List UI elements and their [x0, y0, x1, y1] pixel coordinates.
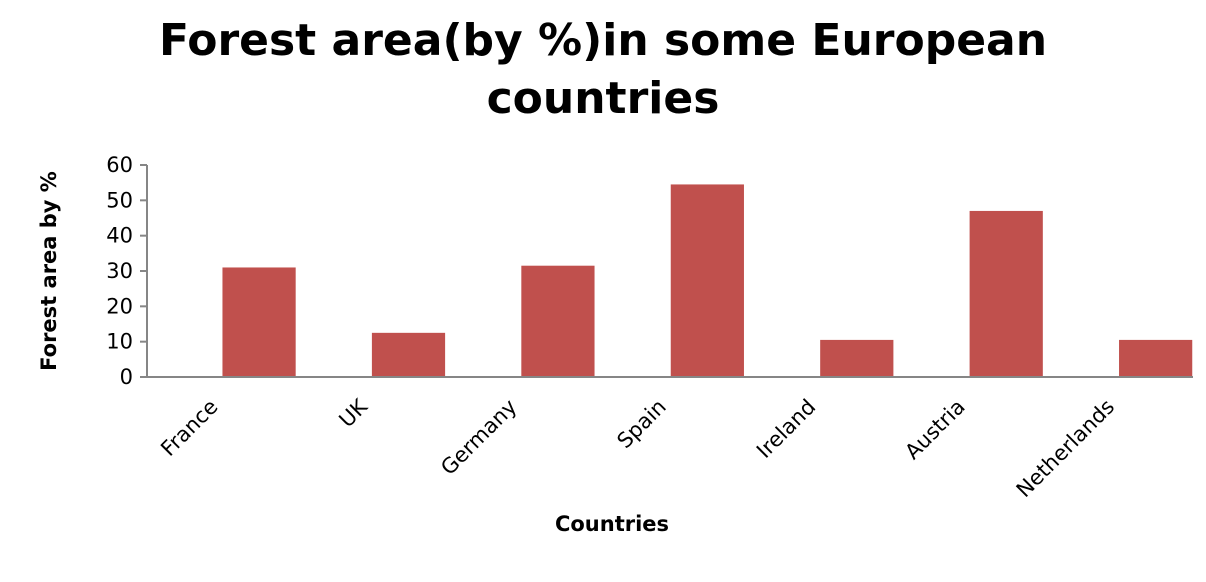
y-axis-title: Forest area by %	[37, 171, 61, 371]
x-category-label: Spain	[612, 395, 670, 453]
bar-france	[222, 267, 296, 377]
bar-germany	[521, 265, 595, 377]
bar-netherlands	[1119, 339, 1193, 377]
bar-austria	[969, 210, 1043, 377]
x-category-label: Netherlands	[1012, 395, 1119, 502]
x-axis-category-labels: France UK Germany Spain Ireland Austria Nether…	[156, 394, 1119, 502]
chart-title: Forest area(by %)in some European countr…	[158, 15, 1048, 124]
bars	[222, 184, 1193, 377]
y-tick-label: 0	[120, 365, 133, 389]
y-tick-label: 50	[106, 188, 133, 212]
bar-spain	[670, 184, 744, 377]
y-tick-label: 10	[106, 330, 133, 354]
x-category-label: Ireland	[752, 395, 820, 463]
y-axis-ticks: 0 10 20 30 40 50 60	[106, 153, 147, 389]
x-category-label: UK	[334, 394, 372, 432]
x-axis-title: Countries	[555, 512, 669, 536]
y-tick-label: 60	[106, 153, 133, 177]
y-tick-label: 20	[106, 294, 133, 318]
x-category-label: Germany	[436, 395, 521, 480]
y-tick-label: 30	[106, 259, 133, 283]
bar-ireland	[820, 339, 894, 377]
y-tick-label: 40	[106, 224, 133, 248]
bar-uk	[371, 332, 446, 377]
x-category-label: France	[156, 395, 222, 461]
x-category-label: Austria	[900, 395, 969, 464]
